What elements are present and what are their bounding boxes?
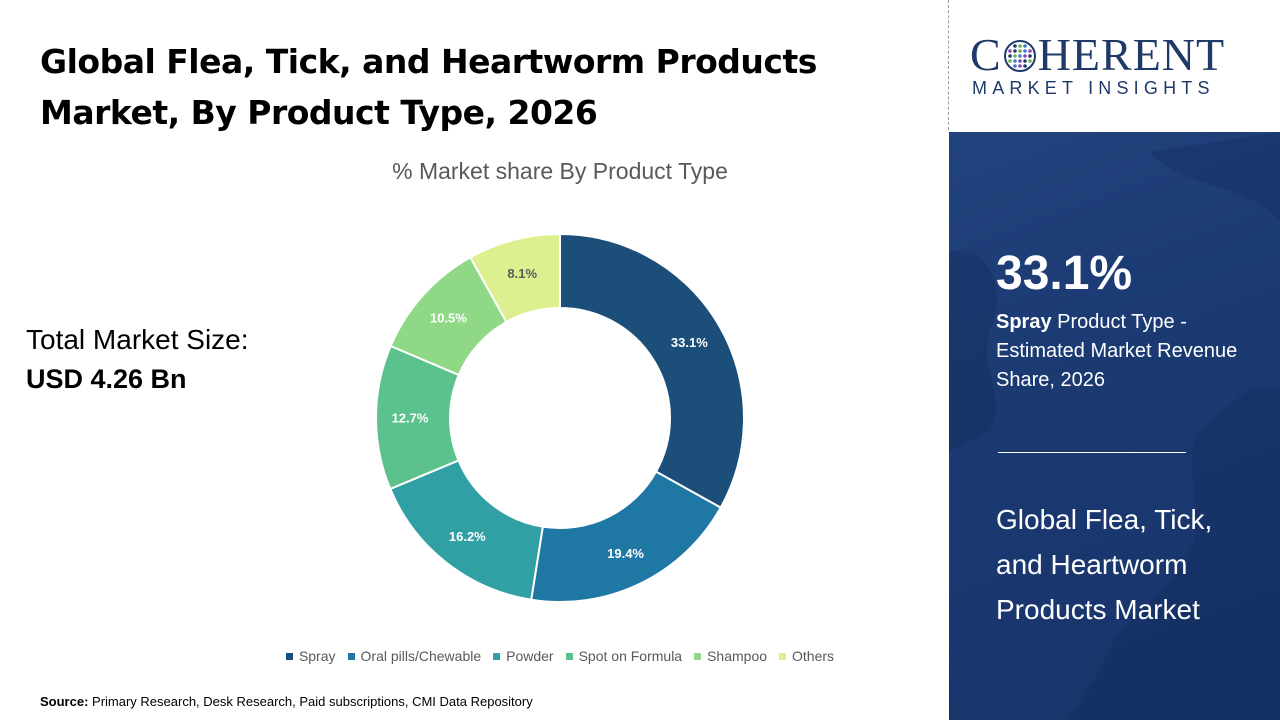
sidebar-market-name: Global Flea, Tick, and Heartworm Product… (996, 504, 1213, 625)
logo-area (949, 0, 1280, 132)
legend-label: Shampoo (707, 648, 768, 664)
sidebar-divider (998, 452, 1186, 453)
legend-item: Spray (285, 648, 336, 664)
page-title-line-1: Global Flea, Tick, and Heartworm Product… (40, 42, 817, 81)
donut-slice-others (468, 232, 561, 324)
logo-subtitle: MARKET INSIGHTS (972, 78, 1215, 98)
page-title: Global Flea, Tick, and Heartworm Product… (40, 36, 900, 138)
donut-slice-spray (559, 232, 745, 510)
donut-chart: 33.1% 19.4% 16.2% 12.7% 10.5% 8.1% (375, 232, 745, 603)
legend-swatch (493, 652, 501, 660)
total-market-size-label: Total Market Size: (26, 324, 249, 355)
legend-label: Spot on Formula (578, 648, 683, 664)
total-market-size-value: USD 4.26 Bn (26, 364, 187, 394)
legend-item: Others (779, 648, 834, 664)
donut-slice-oral-pills-chewable (530, 470, 723, 603)
source-note: Source: Primary Research, Desk Research,… (40, 694, 533, 709)
highlight-description-text: Product Type - Estimated Market Revenue … (996, 311, 1238, 391)
legend-item: Spot on Formula (565, 648, 683, 664)
legend-swatch (285, 652, 293, 660)
chart-legend: Spray Oral pills/Chewable Powder Spot on Fo… (0, 648, 1120, 664)
world-map-background (949, 132, 1280, 720)
data-label: 16.2% (449, 529, 486, 544)
source-text: Primary Research, Desk Research, Paid su… (88, 694, 533, 709)
legend-swatch (347, 652, 355, 660)
legend-item: Powder (493, 648, 554, 664)
page-title-line-2: Market, By Product Type, 2026 (40, 93, 598, 132)
data-label: 19.4% (607, 546, 644, 561)
panel-divider (948, 0, 949, 130)
legend-item: Oral pills/Chewable (347, 648, 482, 664)
company-logo: C HERENT (970, 30, 1225, 80)
data-label: 10.5% (430, 311, 467, 326)
highlight-description: Spray Product Type - Estimated Market Re… (996, 308, 1246, 395)
source-label: Source: (40, 694, 89, 709)
globe-icon (1003, 33, 1037, 72)
legend-item: Shampoo (694, 648, 767, 664)
legend-label: Others (792, 648, 835, 664)
legend-label: Powder (506, 648, 554, 664)
main-panel (0, 0, 948, 720)
legend-swatch (565, 652, 573, 660)
data-label: 12.7% (392, 411, 429, 426)
highlight-percentage: 33.1% (996, 247, 1133, 300)
legend-label: Spray (298, 648, 336, 664)
highlight-segment-name: Spray (996, 311, 1052, 333)
data-label: 8.1% (507, 266, 537, 281)
legend-swatch (779, 652, 787, 660)
highlight-panel (949, 132, 1280, 720)
logo-letter-c: C (970, 29, 1002, 80)
logo-text-rest: HERENT (1037, 29, 1226, 80)
legend-swatch (694, 652, 702, 660)
chart-title: % Market share By Product Type (392, 158, 728, 184)
legend-label: Oral pills/Chewable (360, 648, 482, 664)
data-label: 33.1% (671, 335, 708, 350)
